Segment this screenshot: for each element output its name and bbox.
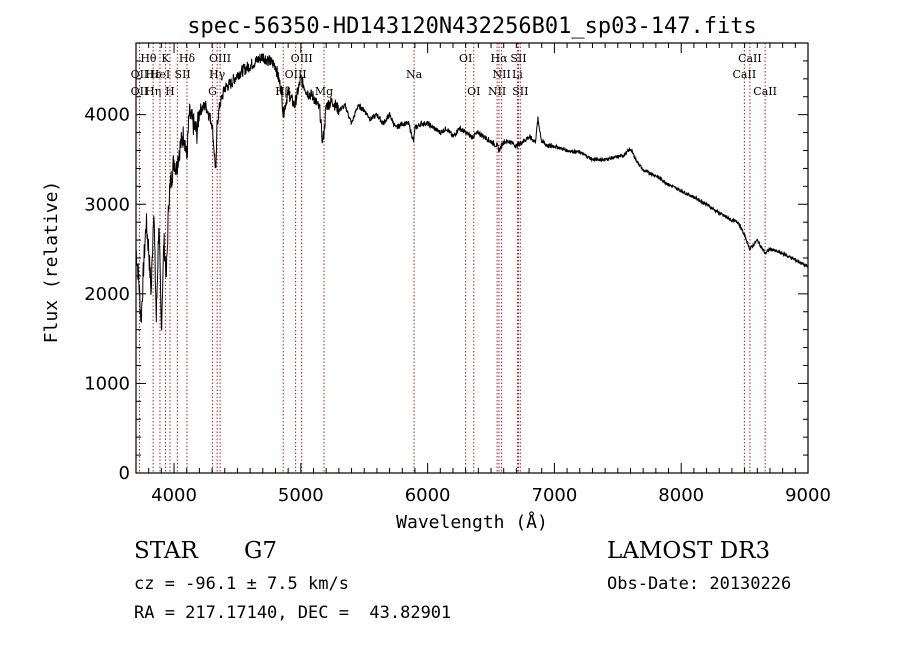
spectral-line-label: Hε — [145, 68, 161, 81]
x-axis-ticks: 4000 5000 6000 7000 8000 9000 — [135, 43, 831, 506]
spectral-line-label: Li — [512, 68, 523, 81]
y-axis-ticks: 0 1000 2000 3000 4000 — [84, 42, 808, 484]
spectral-line-label: NII — [488, 85, 506, 98]
spectral-line-label: OIII — [291, 52, 313, 65]
spectral-line-label: Hη — [145, 85, 161, 98]
spectral-line-label: CaII — [738, 52, 762, 65]
spectral-line-label: OII — [131, 68, 149, 81]
x-tick-label: 6000 — [405, 485, 451, 506]
y-tick-label: 3000 — [84, 194, 130, 215]
spectral-line-label: OI — [459, 52, 472, 65]
spectral-line-label: SII — [512, 85, 528, 98]
spectral-line-label: G — [208, 85, 217, 98]
y-tick-label: 0 — [119, 463, 130, 484]
spectral-line-label: Hδ — [179, 52, 196, 65]
object-subclass: G7 — [244, 538, 278, 564]
spectral-line-label: Hγ — [209, 68, 226, 81]
survey-name: LAMOST DR3 — [607, 538, 771, 564]
x-tick-label: 9000 — [785, 485, 831, 506]
spectral-line-label: CaII — [733, 68, 757, 81]
spectral-line-label: OIII — [209, 52, 231, 65]
spectral-line-label: Mg — [315, 85, 333, 98]
observation-date: Obs-Date: 20130226 — [607, 574, 792, 594]
x-tick-label: 8000 — [658, 485, 704, 506]
object-class: STAR — [134, 538, 198, 564]
spectral-line-label: SII — [510, 52, 526, 65]
y-axis-label: Flux (relative) — [41, 181, 62, 344]
spectrum-line — [135, 53, 809, 331]
spectral-line-label: Hθ — [140, 52, 157, 65]
x-axis-label: Wavelength (Å) — [396, 511, 548, 533]
spectral-line-label: CaII — [753, 85, 777, 98]
spectral-line-label: NII — [493, 68, 511, 81]
spectral-line-label: SII — [175, 68, 191, 81]
spectral-line-label: OI — [467, 85, 480, 98]
spectral-line-markers — [138, 43, 766, 473]
x-tick-label: 7000 — [532, 485, 578, 506]
plot-frame — [135, 42, 809, 474]
y-tick-label: 1000 — [84, 373, 130, 394]
spectral-line-label: Na — [406, 68, 423, 81]
x-tick-label: 5000 — [278, 485, 324, 506]
spectral-line-label: OIII — [285, 68, 307, 81]
spectral-line-label: OII — [131, 85, 149, 98]
y-tick-label: 2000 — [84, 284, 130, 305]
spectral-line-label: HeI — [150, 68, 170, 81]
chart-title: spec-56350-HD143120N432256B01_sp03-147.f… — [187, 14, 757, 39]
redshift-velocity: cz = -96.1 ± 7.5 km/s — [134, 574, 349, 594]
spectral-line-label: Hα — [490, 52, 508, 65]
x-tick-label: 4000 — [151, 485, 197, 506]
y-tick-label: 4000 — [84, 105, 130, 126]
spectral-line-label: H — [165, 85, 175, 98]
coordinates: RA = 217.17140, DEC = 43.82901 — [134, 603, 452, 623]
spectral-line-label: K — [161, 52, 170, 65]
